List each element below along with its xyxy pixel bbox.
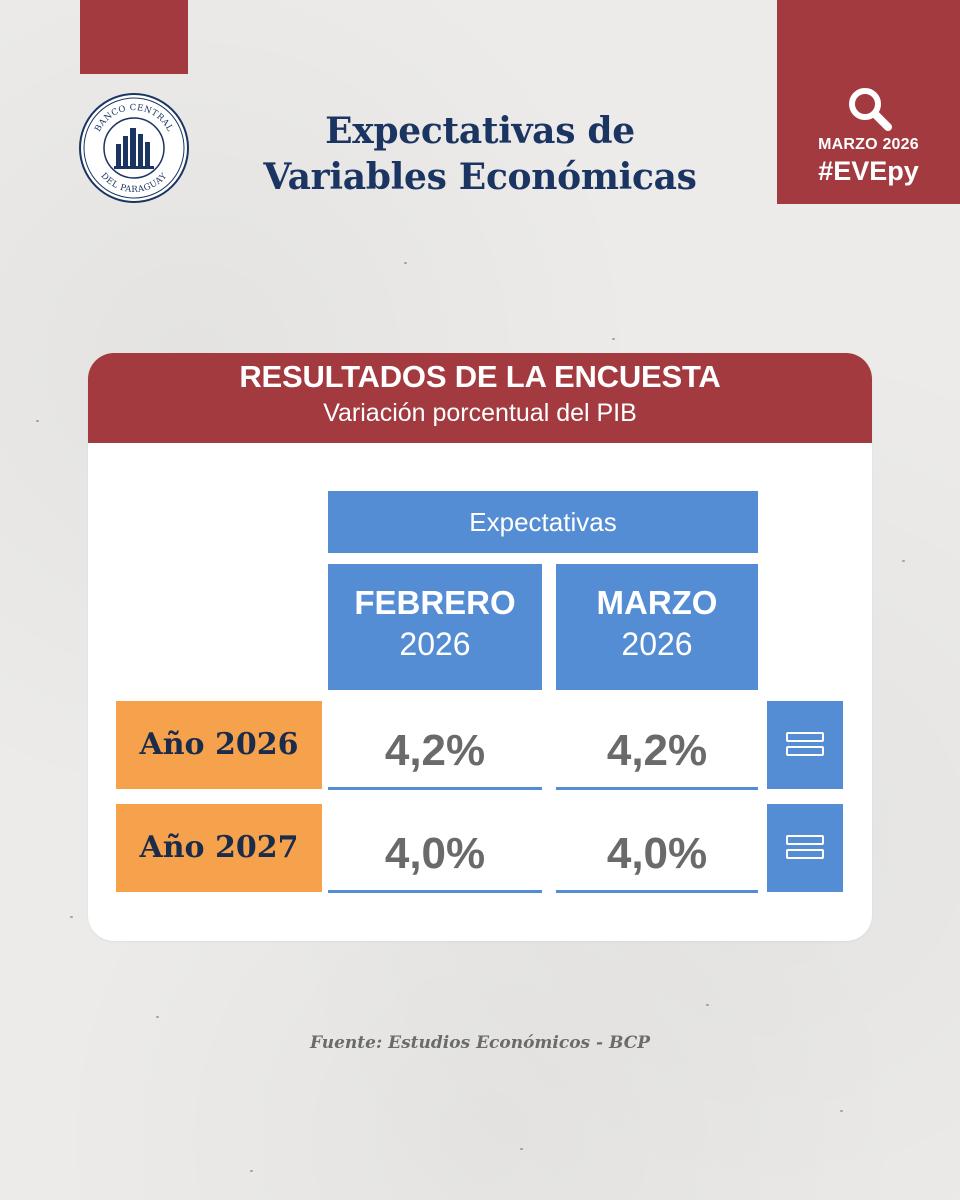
- row-label-2026: Año 2026: [116, 701, 322, 789]
- source-note: Fuente: Estudios Económicos - BCP: [309, 1033, 651, 1053]
- paper-speck: [36, 420, 39, 422]
- results-card-header: RESULTADOS DE LA ENCUESTA Variación porc…: [88, 353, 872, 443]
- paper-speck: [404, 262, 407, 264]
- column-year: 2026: [621, 626, 693, 662]
- paper-speck: [250, 1170, 253, 1172]
- row-label-2027: Año 2027: [116, 804, 322, 892]
- header-ribbon: [80, 0, 188, 74]
- results-subtitle: Variación porcentual del PIB: [323, 399, 637, 427]
- bcp-logo: BANCO CENTRAL DEL PARAGUAY: [78, 92, 190, 204]
- page-title: Expectativas de Variables Económicas: [220, 108, 740, 200]
- equals-bar: [786, 732, 824, 742]
- equals-icon: [767, 804, 843, 892]
- column-month: FEBRERO: [354, 584, 516, 621]
- value-cell: 4,0%: [328, 804, 542, 893]
- hashtag: #EVEpy: [818, 156, 919, 186]
- column-header-february: FEBRERO 2026: [328, 564, 542, 690]
- paper-speck: [840, 1110, 843, 1112]
- expectations-header: Expectativas: [328, 491, 758, 553]
- results-title: RESULTADOS DE LA ENCUESTA: [239, 359, 721, 394]
- edition-date: MARZO 2026: [818, 136, 919, 153]
- paper-speck: [520, 1148, 523, 1150]
- equals-bar: [786, 835, 824, 845]
- equals-bar: [786, 746, 824, 756]
- column-header-march: MARZO 2026: [556, 564, 758, 690]
- equals-icon: [767, 701, 843, 789]
- paper-speck: [612, 338, 615, 340]
- paper-speck: [706, 1004, 709, 1006]
- search-icon: [845, 84, 893, 132]
- value-cell: 4,0%: [556, 804, 758, 893]
- value-cell: 4,2%: [328, 701, 542, 790]
- equals-bar: [786, 849, 824, 859]
- column-year: 2026: [399, 626, 471, 662]
- edition-badge: MARZO 2026 #EVEpy: [777, 0, 960, 204]
- results-card: RESULTADOS DE LA ENCUESTA Variación porc…: [88, 353, 872, 941]
- column-month: MARZO: [596, 584, 718, 621]
- paper-speck: [156, 1016, 159, 1018]
- value-cell: 4,2%: [556, 701, 758, 790]
- page-title-line-1: Expectativas de: [325, 110, 635, 152]
- paper-speck: [902, 560, 905, 562]
- page-title-line-2: Variables Económicas: [263, 156, 697, 198]
- paper-speck: [70, 916, 73, 918]
